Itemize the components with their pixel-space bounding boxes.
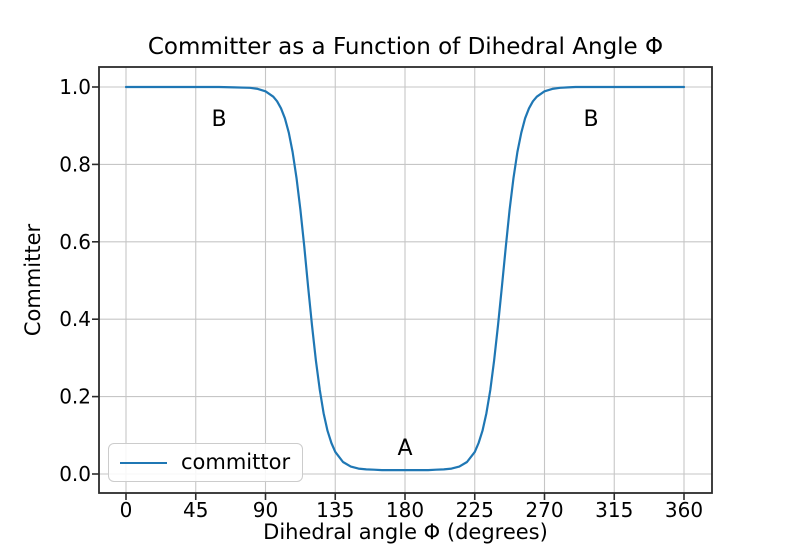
x-tick-label: 315: [595, 498, 633, 522]
annotation-A: A: [397, 436, 412, 461]
legend-label: committor: [181, 450, 291, 474]
x-tick-label: 225: [456, 498, 494, 522]
chart-title: Committer as a Function of Dihedral Angl…: [147, 34, 664, 60]
x-tick-label: 360: [665, 498, 703, 522]
y-tick-label: 0.0: [59, 462, 91, 486]
annotation-B: B: [583, 107, 598, 132]
y-tick-label: 1.0: [59, 75, 91, 99]
y-tick-label: 0.8: [59, 152, 91, 176]
annotation-B: B: [211, 107, 226, 132]
x-tick-label: 180: [386, 498, 424, 522]
legend-line-sample: [120, 461, 167, 464]
x-tick-label: 90: [253, 498, 278, 522]
legend: committor: [108, 443, 303, 482]
series-line-committor: [124, 85, 686, 472]
x-tick-label: 45: [183, 498, 208, 522]
x-tick-label: 270: [525, 498, 563, 522]
x-tick-label: 135: [316, 498, 354, 522]
x-axis-label: Dihedral angle Φ (degrees): [263, 520, 548, 544]
y-tick-label: 0.6: [59, 230, 91, 254]
y-tick-label: 0.2: [59, 385, 91, 409]
y-tick-label: 0.4: [59, 307, 91, 331]
y-axis-label: Committer: [21, 223, 45, 337]
x-tick-label: 0: [120, 498, 133, 522]
